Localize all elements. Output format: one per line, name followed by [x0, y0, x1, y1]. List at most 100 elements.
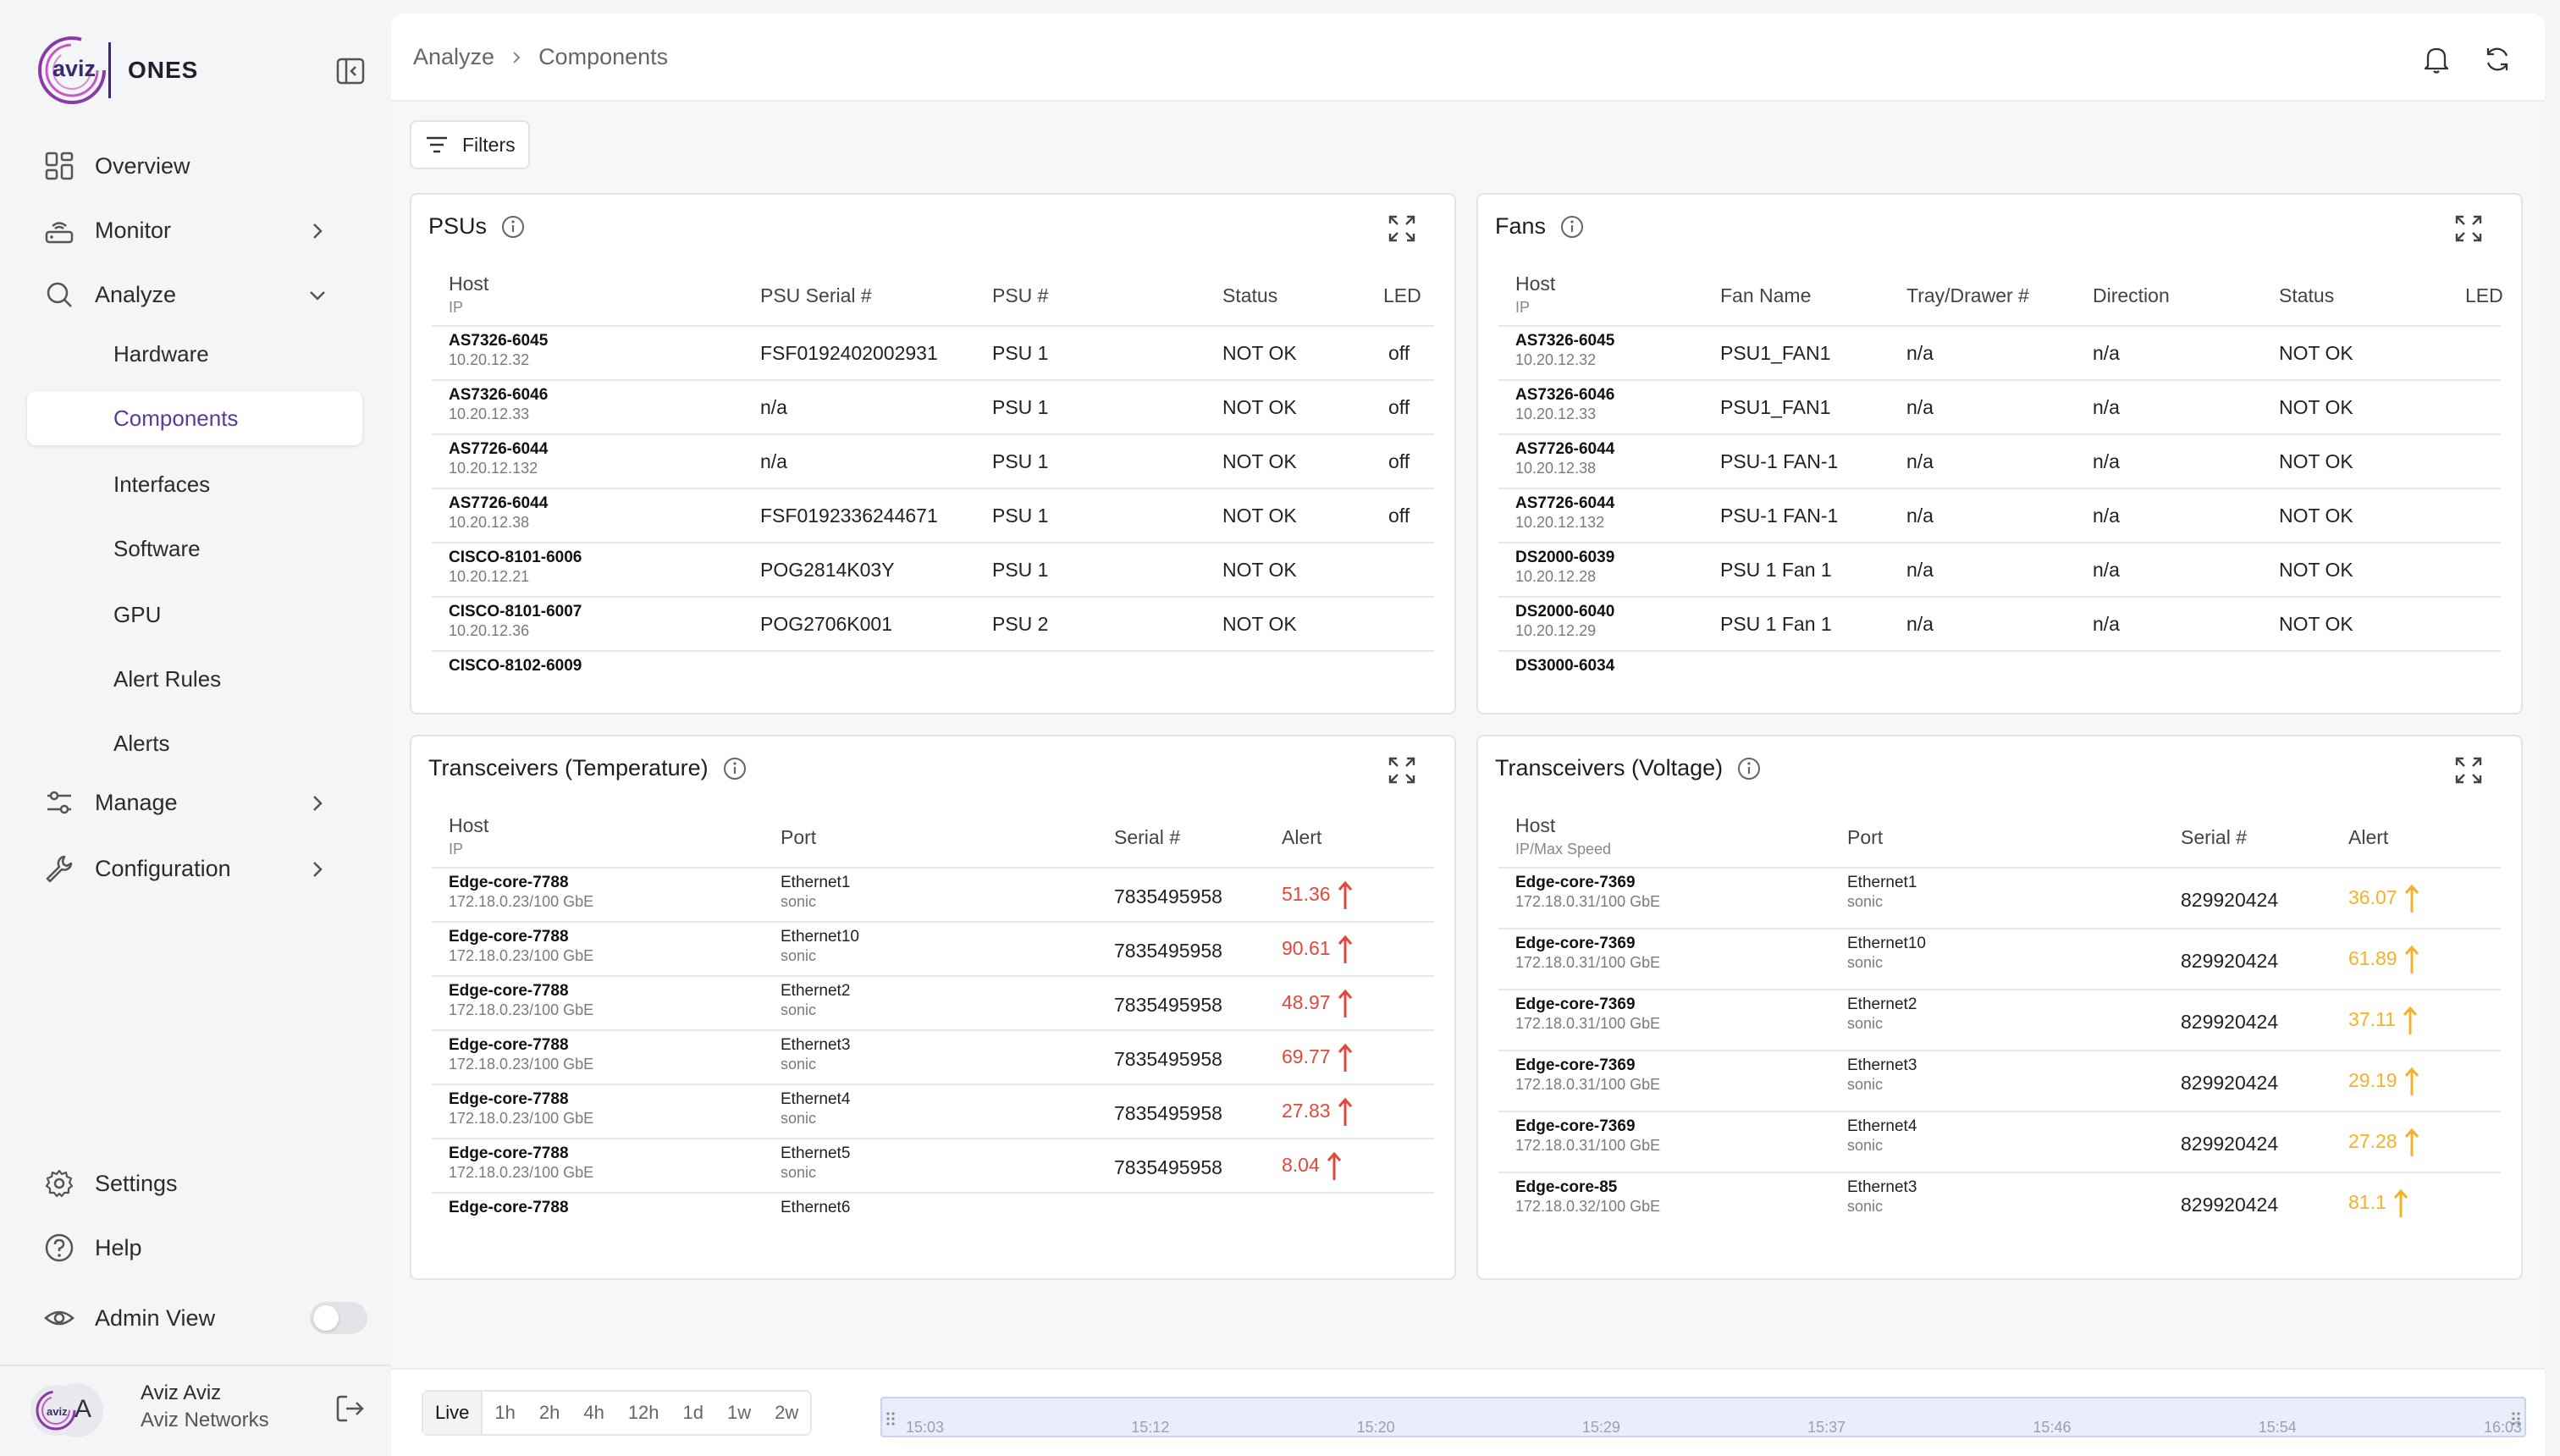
brand[interactable]: aviz ONES [37, 32, 198, 108]
table-row[interactable]: AS7726-6044 10.20.12.132 PSU-1 FAN-1 n/a n/a… [1498, 488, 2501, 542]
table-row[interactable]: AS7726-6044 10.20.12.38 FSF0192336244671 PS… [432, 488, 1434, 542]
time-range-4h[interactable]: 4h [583, 1402, 604, 1423]
col-alert[interactable]: Alert [2348, 826, 2389, 848]
nav-analyze[interactable]: Analyze [27, 267, 362, 322]
table-row[interactable]: AS7326-6046 10.20.12.33 n/a PSU 1 NOT OK off [432, 379, 1434, 433]
table-row[interactable]: Edge-core-7369 172.18.0.31/100 GbE Etherne… [1498, 1111, 2501, 1172]
nav-hardware[interactable]: Hardware [113, 340, 209, 367]
host-name: AS7726-6044 [449, 494, 549, 512]
expand-icon[interactable] [2452, 753, 2486, 787]
col-led[interactable]: LED [2465, 284, 2503, 306]
col-port[interactable]: Port [1847, 826, 1884, 848]
nav-settings-label: Settings [95, 1170, 178, 1196]
table-row[interactable]: CISCO-8101-6007 10.20.12.36 POG2706K001 PSU… [432, 596, 1434, 650]
col-psu-serial[interactable]: PSU Serial # [760, 284, 872, 306]
col-serial[interactable]: Serial # [1114, 826, 1180, 848]
table-row[interactable]: Edge-core-85 172.18.0.32/100 GbE Ethernet3… [1498, 1172, 2501, 1233]
logout-icon[interactable] [334, 1392, 367, 1426]
nav-monitor[interactable]: Monitor [27, 203, 362, 257]
status-text: NOT OK [2279, 613, 2353, 635]
table-row[interactable]: Edge-core-7369 172.18.0.31/100 GbE Etherne… [1498, 867, 2501, 928]
table-row[interactable]: Edge-core-7788 172.18.0.23/100 GbE Etherne… [432, 867, 1434, 921]
grip-icon[interactable] [2511, 1410, 2521, 1427]
info-icon[interactable] [1736, 756, 1762, 781]
nav-alert-rules[interactable]: Alert Rules [113, 665, 222, 692]
info-icon[interactable] [722, 756, 748, 781]
table-row[interactable]: CISCO-8102-6009 [432, 650, 1434, 704]
nav-manage[interactable]: Manage [27, 775, 362, 830]
col-alert[interactable]: Alert [1282, 826, 1322, 848]
time-range-1d[interactable]: 1d [682, 1402, 704, 1423]
psu-num: PSU 1 [992, 505, 1049, 527]
table-row[interactable]: Edge-core-7369 172.18.0.31/100 GbE Etherne… [1498, 928, 2501, 989]
table-row[interactable]: AS7326-6046 10.20.12.33 PSU1_FAN1 n/a n/a NOT… [1498, 379, 2501, 433]
fan-name: PSU-1 FAN-1 [1720, 505, 1839, 527]
table-row[interactable]: Edge-core-7788 172.18.0.23/100 GbE Etherne… [432, 1029, 1434, 1084]
sidebar-collapse-icon[interactable] [335, 56, 366, 86]
table-row[interactable]: Edge-core-7788 172.18.0.23/100 GbE Etherne… [432, 975, 1434, 1029]
refresh-icon[interactable] [2480, 42, 2514, 76]
timeline-brush[interactable]: 15:03 15:12 15:20 15:29 15:37 15:46 15:54 16:03 [880, 1397, 2526, 1437]
avatar[interactable]: aviz A [25, 1380, 107, 1441]
col-host[interactable]: Host IP [449, 273, 489, 316]
table-row[interactable]: Edge-core-7788 172.18.0.23/100 GbE Etherne… [432, 1084, 1434, 1138]
nav-help[interactable]: Help [27, 1221, 362, 1275]
table-row[interactable]: CISCO-8101-6006 10.20.12.21 POG2814K03Y PSU… [432, 542, 1434, 596]
table-row[interactable]: DS3000-6034 [1498, 650, 2501, 704]
table-row[interactable]: DS2000-6040 10.20.12.29 PSU 1 Fan 1 n/a n/a N… [1498, 596, 2501, 650]
table-row[interactable]: Edge-core-7369 172.18.0.31/100 GbE Etherne… [1498, 1050, 2501, 1111]
col-host[interactable]: Host IP [1515, 273, 1556, 316]
expand-icon[interactable] [1385, 753, 1419, 787]
nav-configuration[interactable]: Configuration [27, 841, 362, 896]
admin-view-toggle[interactable] [310, 1302, 367, 1334]
col-tray[interactable]: Tray/Drawer # [1906, 284, 2029, 306]
time-range-1h[interactable]: 1h [494, 1402, 516, 1423]
table-row[interactable]: AS7726-6044 10.20.12.38 PSU-1 FAN-1 n/a n/a N… [1498, 433, 2501, 488]
expand-icon[interactable] [1385, 212, 1419, 245]
host-ip: 10.20.12.33 [449, 405, 530, 422]
col-led[interactable]: LED [1383, 284, 1421, 306]
host-ip: 10.20.12.21 [449, 568, 530, 585]
col-psu-num[interactable]: PSU # [992, 284, 1049, 306]
info-icon[interactable] [1559, 214, 1585, 240]
filters-button[interactable]: Filters [410, 120, 530, 169]
nav-alerts[interactable]: Alerts [113, 730, 170, 756]
port-cell: Ethernet10 sonic [1847, 935, 1926, 972]
time-range-live[interactable]: Live [423, 1392, 483, 1434]
col-host[interactable]: Host IP [449, 814, 489, 858]
port-os: sonic [781, 1056, 817, 1073]
nav-components[interactable]: Components [27, 391, 362, 445]
time-range-12h[interactable]: 12h [627, 1402, 659, 1423]
col-status[interactable]: Status [2279, 284, 2335, 306]
col-port[interactable]: Port [781, 826, 817, 848]
col-status[interactable]: Status [1222, 284, 1278, 306]
grip-icon[interactable] [886, 1410, 896, 1427]
info-icon[interactable] [500, 214, 526, 240]
table-row[interactable]: AS7326-6045 10.20.12.32 PSU1_FAN1 n/a n/a NOT… [1498, 325, 2501, 379]
table-row[interactable]: Edge-core-7369 172.18.0.31/100 GbE Etherne… [1498, 989, 2501, 1050]
nav-software[interactable]: Software [113, 535, 201, 561]
bell-icon[interactable] [2419, 42, 2453, 76]
expand-icon[interactable] [2452, 212, 2486, 245]
table-row[interactable]: Edge-core-7788 172.18.0.23/100 GbE Etherne… [432, 1138, 1434, 1192]
table-row[interactable]: Edge-core-7788 Ethernet6 [432, 1192, 1434, 1246]
nav-settings[interactable]: Settings [27, 1156, 362, 1211]
table-row[interactable]: AS7326-6045 10.20.12.32 FSF0192402002931 PS… [432, 325, 1434, 379]
table-row[interactable]: AS7726-6044 10.20.12.132 n/a PSU 1 NOT OK off [432, 433, 1434, 488]
nav-interfaces[interactable]: Interfaces [113, 471, 211, 497]
table-row[interactable]: DS2000-6039 10.20.12.28 PSU 1 Fan 1 n/a n/a N… [1498, 542, 2501, 596]
main: Analyze Components Filters PSUs Host IP P… [391, 14, 2545, 1456]
table-row[interactable]: Edge-core-7788 172.18.0.23/100 GbE Etherne… [432, 921, 1434, 975]
host-name: AS7326-6046 [449, 386, 549, 404]
time-range-2w[interactable]: 2w [775, 1402, 799, 1423]
col-host[interactable]: Host IP/Max Speed [1515, 814, 1612, 858]
status-text: NOT OK [2279, 396, 2353, 418]
nav-gpu[interactable]: GPU [113, 601, 162, 627]
col-direction[interactable]: Direction [2093, 284, 2170, 306]
col-serial[interactable]: Serial # [2181, 826, 2247, 848]
time-range-1w[interactable]: 1w [727, 1402, 752, 1423]
col-fan-name[interactable]: Fan Name [1720, 284, 1812, 306]
time-range-2h[interactable]: 2h [538, 1402, 560, 1423]
nav-overview[interactable]: Overview [27, 139, 362, 193]
breadcrumb-parent[interactable]: Analyze [413, 44, 495, 69]
